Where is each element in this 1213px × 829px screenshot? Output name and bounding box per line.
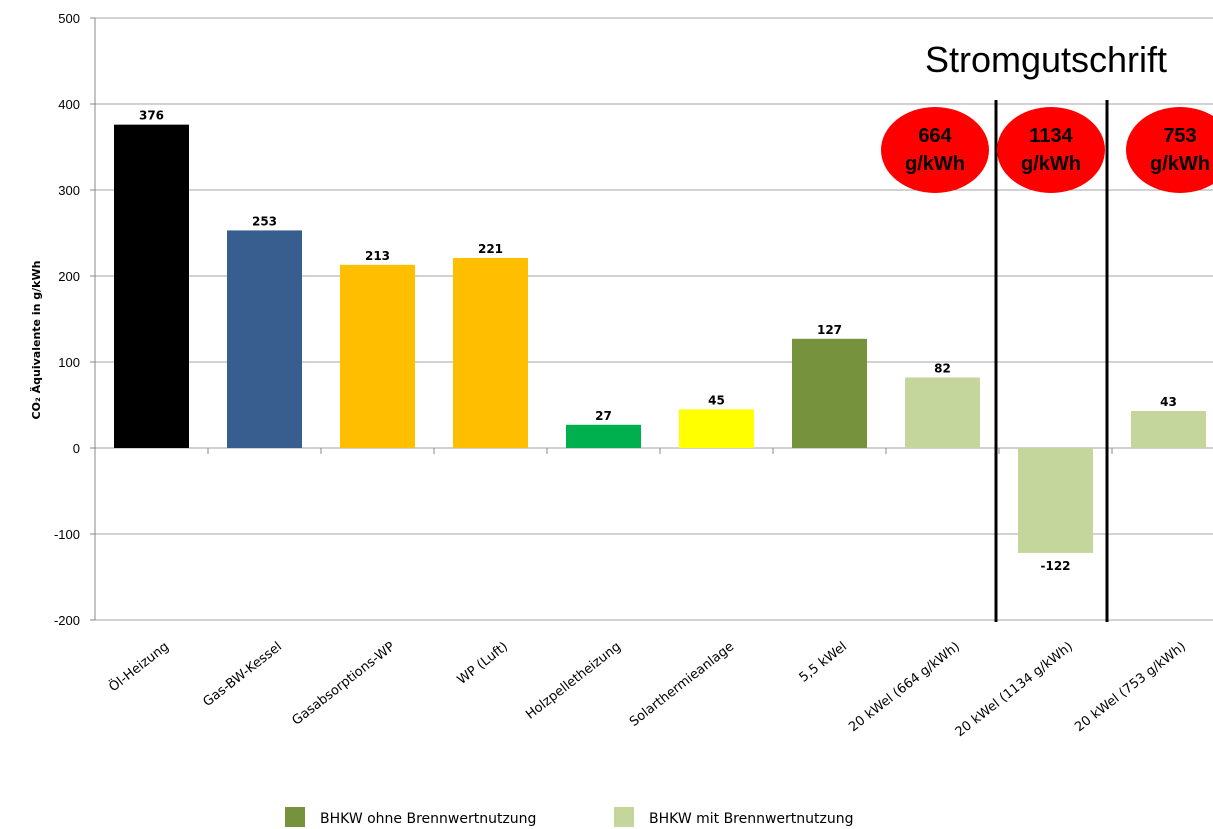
y-tick-label: -100 [54, 527, 80, 542]
bar [566, 424, 641, 448]
badge-ellipse [1126, 107, 1213, 193]
bar [227, 230, 302, 448]
y-tick-label: 100 [58, 355, 80, 370]
category-label: Gasabsorptions-WP [290, 639, 399, 728]
category-label: 5,5 kWel [797, 639, 850, 685]
bar-value-label: 221 [478, 242, 503, 256]
bar [453, 257, 528, 448]
x-axis-categories: Öl-Heizung Gas-BW-Kessel Gasabsorptions-WP… [105, 638, 1189, 740]
badge-unit: g/kWh [1021, 153, 1081, 175]
emission-badge: 664 g/kWh [881, 107, 989, 193]
category-label: 20 kWel (753 g/kWh) [1072, 639, 1189, 735]
y-tick-label: 300 [58, 183, 80, 198]
legend: BHKW ohne Brennwertnutzung BHKW mit Brenn… [285, 807, 854, 827]
y-tick-label: 0 [73, 441, 80, 456]
bar-value-label: -122 [1040, 559, 1070, 573]
legend-label: BHKW ohne Brennwertnutzung [320, 811, 536, 827]
bar-value-label: 82 [934, 361, 951, 375]
y-tick-label: -200 [54, 613, 80, 628]
bars: 376 253 213 221 27 45 127 82 -122 43 [114, 109, 1206, 573]
bar [340, 264, 415, 448]
badge-value: 753 [1163, 125, 1196, 147]
emission-badges: 664 g/kWh 1134 g/kWh 753 g/kWh [881, 107, 1213, 193]
y-tick-label: 400 [58, 97, 80, 112]
bar [1131, 411, 1206, 448]
bar-value-label: 127 [817, 323, 842, 337]
bar [1018, 448, 1093, 553]
legend-swatch [285, 807, 305, 827]
category-label: 20 kWel (1134 g/kWh) [953, 639, 1076, 740]
category-label: Holzpelletheizung [523, 639, 624, 722]
badge-value: 664 [918, 125, 952, 147]
legend-label: BHKW mit Brennwertnutzung [649, 811, 854, 827]
category-label: WP (Luft) [455, 639, 511, 688]
legend-entry: BHKW mit Brennwertnutzung [614, 807, 854, 827]
bar-value-label: 43 [1160, 395, 1177, 409]
emission-badge: 753 g/kWh [1126, 107, 1213, 193]
bar-value-label: 27 [595, 409, 612, 423]
legend-swatch [614, 807, 634, 827]
bar-value-label: 253 [252, 214, 277, 228]
bar [792, 338, 867, 448]
y-tick-label: 500 [58, 11, 80, 26]
bar-value-label: 376 [139, 109, 164, 123]
badge-value: 1134 [1029, 125, 1073, 147]
y-axis-label: CO₂ Äquivalente in g/kWh [29, 261, 43, 420]
y-tick-label: 200 [58, 269, 80, 284]
category-label: Gas-BW-Kessel [200, 639, 285, 710]
badge-unit: g/kWh [1150, 153, 1210, 175]
badge-ellipse [881, 107, 989, 193]
section-dividers [994, 100, 1109, 622]
bar [679, 409, 754, 448]
bar [905, 377, 980, 448]
emission-badge: 1134 g/kWh [997, 107, 1105, 193]
bar-value-label: 45 [708, 393, 725, 407]
badge-ellipse [997, 107, 1105, 193]
badge-unit: g/kWh [905, 153, 965, 175]
category-label: Öl-Heizung [105, 638, 172, 695]
bar [114, 124, 189, 448]
category-label: 20 kWel (664 g/kWh) [846, 639, 963, 735]
stromgutschrift-title: Stromgutschrift [925, 39, 1167, 80]
category-label: Solarthermieanlage [627, 639, 737, 730]
legend-entry: BHKW ohne Brennwertnutzung [285, 807, 536, 827]
bar-value-label: 213 [365, 249, 390, 263]
y-axis-ticks: -200 -100 0 100 200 300 400 500 [54, 11, 95, 628]
